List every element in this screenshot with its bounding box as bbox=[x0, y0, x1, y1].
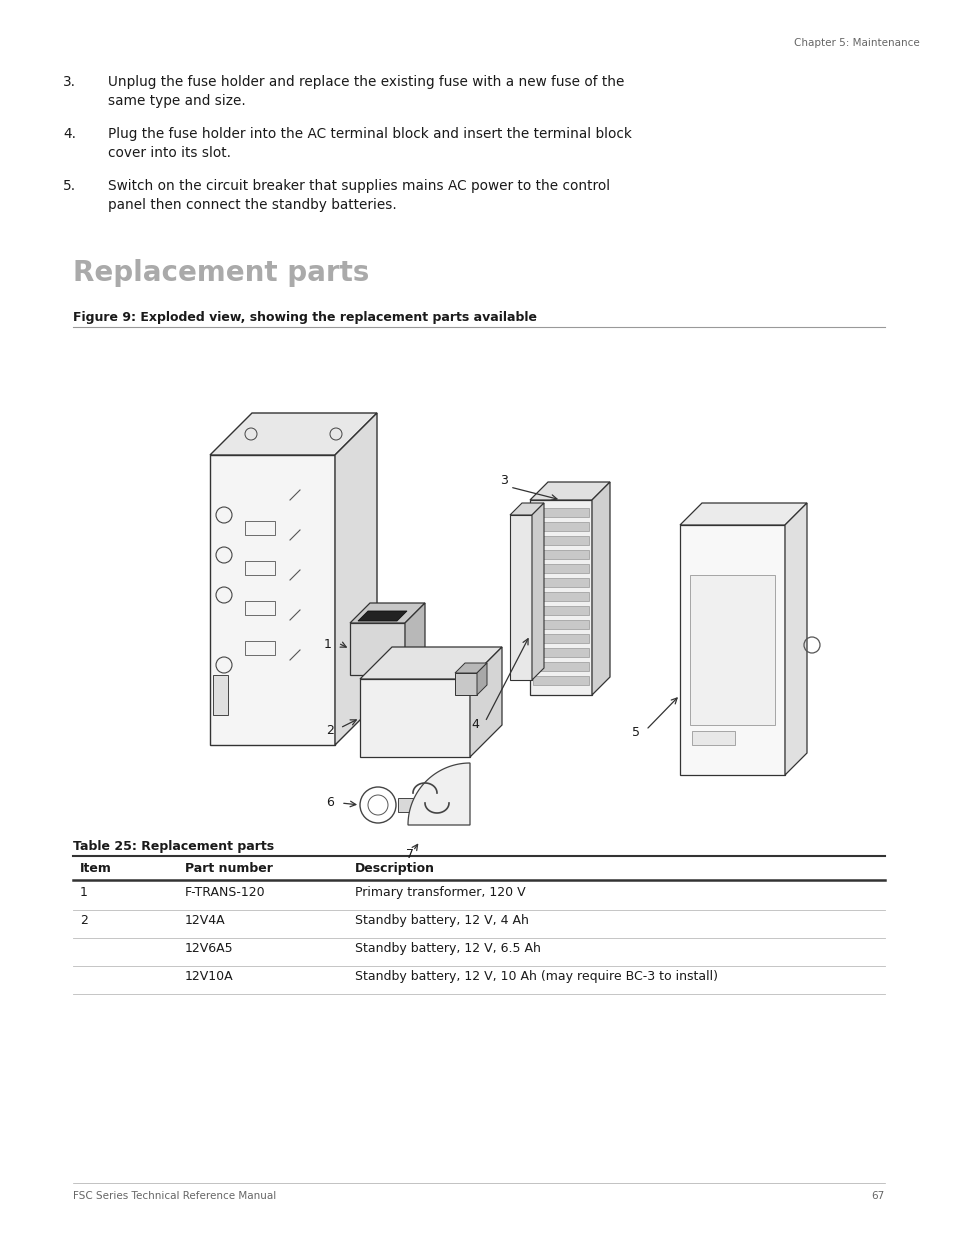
Text: 1: 1 bbox=[80, 885, 88, 899]
Text: 4.: 4. bbox=[63, 127, 76, 141]
Text: Unplug the fuse holder and replace the existing fuse with a new fuse of the: Unplug the fuse holder and replace the e… bbox=[108, 75, 623, 89]
Polygon shape bbox=[784, 503, 806, 776]
Polygon shape bbox=[533, 592, 588, 601]
Polygon shape bbox=[245, 561, 274, 576]
Polygon shape bbox=[335, 412, 376, 745]
Text: 12V4A: 12V4A bbox=[185, 914, 226, 927]
Polygon shape bbox=[530, 482, 609, 500]
Polygon shape bbox=[359, 679, 470, 757]
Polygon shape bbox=[213, 676, 228, 715]
Polygon shape bbox=[455, 663, 486, 673]
Polygon shape bbox=[245, 601, 274, 615]
Text: Description: Description bbox=[355, 862, 435, 876]
Polygon shape bbox=[533, 662, 588, 671]
Polygon shape bbox=[405, 603, 424, 676]
Polygon shape bbox=[350, 622, 405, 676]
Text: Primary transformer, 120 V: Primary transformer, 120 V bbox=[355, 885, 525, 899]
Polygon shape bbox=[679, 525, 784, 776]
Polygon shape bbox=[357, 611, 407, 621]
Polygon shape bbox=[533, 634, 588, 643]
Polygon shape bbox=[533, 648, 588, 657]
Text: same type and size.: same type and size. bbox=[108, 94, 246, 107]
Polygon shape bbox=[533, 620, 588, 629]
Text: Part number: Part number bbox=[185, 862, 273, 876]
Text: Plug the fuse holder into the AC terminal block and insert the terminal block: Plug the fuse holder into the AC termina… bbox=[108, 127, 631, 141]
Text: Standby battery, 12 V, 4 Ah: Standby battery, 12 V, 4 Ah bbox=[355, 914, 528, 927]
Text: 4: 4 bbox=[471, 719, 478, 731]
Polygon shape bbox=[533, 578, 588, 587]
Polygon shape bbox=[359, 647, 501, 679]
Polygon shape bbox=[592, 482, 609, 695]
Text: 12V10A: 12V10A bbox=[185, 969, 233, 983]
Polygon shape bbox=[210, 454, 335, 745]
Text: 7: 7 bbox=[406, 848, 414, 862]
Text: 1: 1 bbox=[324, 638, 332, 652]
Polygon shape bbox=[533, 522, 588, 531]
Polygon shape bbox=[397, 798, 419, 811]
Polygon shape bbox=[245, 641, 274, 655]
Polygon shape bbox=[533, 550, 588, 559]
Text: FSC Series Technical Reference Manual: FSC Series Technical Reference Manual bbox=[73, 1191, 276, 1200]
Polygon shape bbox=[510, 503, 543, 515]
Polygon shape bbox=[408, 763, 470, 825]
Text: Figure 9: Exploded view, showing the replacement parts available: Figure 9: Exploded view, showing the rep… bbox=[73, 311, 537, 324]
Polygon shape bbox=[476, 663, 486, 695]
Text: 6: 6 bbox=[326, 797, 334, 809]
Text: 3: 3 bbox=[499, 473, 507, 487]
Polygon shape bbox=[350, 603, 424, 622]
Text: 2: 2 bbox=[80, 914, 88, 927]
Polygon shape bbox=[530, 500, 592, 695]
Text: F-TRANS-120: F-TRANS-120 bbox=[185, 885, 265, 899]
Text: Replacement parts: Replacement parts bbox=[73, 259, 369, 287]
Polygon shape bbox=[689, 576, 774, 725]
Text: Table 25: Replacement parts: Table 25: Replacement parts bbox=[73, 840, 274, 853]
Text: 5: 5 bbox=[631, 725, 639, 739]
Polygon shape bbox=[533, 508, 588, 517]
Polygon shape bbox=[532, 503, 543, 680]
Polygon shape bbox=[691, 731, 734, 745]
Text: 3.: 3. bbox=[63, 75, 76, 89]
Text: cover into its slot.: cover into its slot. bbox=[108, 146, 231, 161]
Text: 2: 2 bbox=[326, 724, 334, 736]
Text: 12V6A5: 12V6A5 bbox=[185, 942, 233, 955]
Polygon shape bbox=[245, 521, 274, 535]
Text: 5.: 5. bbox=[63, 179, 76, 193]
Polygon shape bbox=[533, 564, 588, 573]
Polygon shape bbox=[533, 676, 588, 685]
Text: Chapter 5: Maintenance: Chapter 5: Maintenance bbox=[794, 38, 919, 48]
Polygon shape bbox=[210, 412, 376, 454]
Polygon shape bbox=[455, 673, 476, 695]
Text: Item: Item bbox=[80, 862, 112, 876]
Polygon shape bbox=[533, 606, 588, 615]
Polygon shape bbox=[510, 515, 532, 680]
Polygon shape bbox=[470, 647, 501, 757]
Text: Standby battery, 12 V, 6.5 Ah: Standby battery, 12 V, 6.5 Ah bbox=[355, 942, 540, 955]
Polygon shape bbox=[679, 503, 806, 525]
Text: panel then connect the standby batteries.: panel then connect the standby batteries… bbox=[108, 198, 396, 212]
Text: 67: 67 bbox=[871, 1191, 884, 1200]
Polygon shape bbox=[533, 536, 588, 545]
Text: Standby battery, 12 V, 10 Ah (may require BC-3 to install): Standby battery, 12 V, 10 Ah (may requir… bbox=[355, 969, 718, 983]
Text: Switch on the circuit breaker that supplies mains AC power to the control: Switch on the circuit breaker that suppl… bbox=[108, 179, 610, 193]
